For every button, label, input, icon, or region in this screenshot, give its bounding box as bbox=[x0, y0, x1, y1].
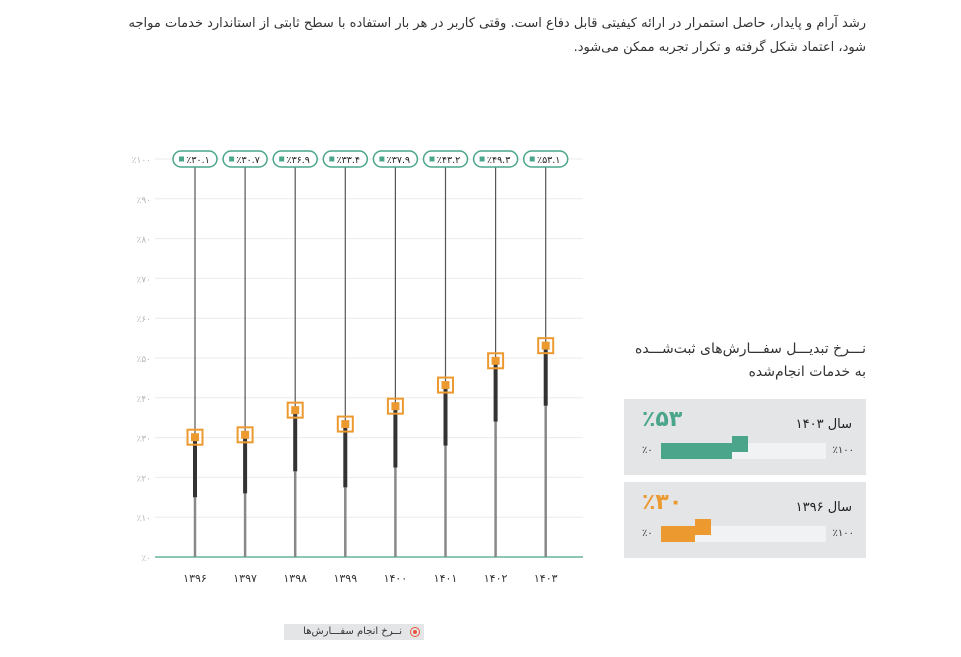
card-min: ٪۰ bbox=[642, 528, 653, 539]
progress-bar bbox=[661, 436, 826, 459]
x-tick-label: ۱۴۰۰ bbox=[384, 572, 408, 585]
stat-card-1396: سال ۱۳۹۶ ٪۳۰ ٪۰ ٪۱۰۰ bbox=[624, 482, 866, 558]
value-label-marker bbox=[229, 156, 235, 162]
y-tick-label: ٪۱۰ bbox=[136, 514, 151, 524]
chart: ٪۰ ٪۱۰ ٪۲۰ ٪۳۰ ٪۴۰ ٪۵۰ ٪۶۰ ٪۷۰ ٪۸۰ ٪۹۰ ٪۱۰۰ ٪۳۰.۱ ۱۳… bbox=[132, 150, 583, 585]
data-point bbox=[441, 381, 450, 390]
value-label: ٪۳۷.۹ bbox=[387, 155, 410, 166]
data-point bbox=[191, 433, 199, 442]
value-label: ٪۴۳.۲ bbox=[437, 155, 460, 166]
value-label: ٪۴۹.۳ bbox=[487, 155, 510, 166]
value-label: ٪۵۳.۱ bbox=[537, 155, 560, 166]
card-value: ٪۵۳ bbox=[642, 407, 683, 432]
value-label-marker bbox=[329, 156, 335, 162]
progress-bar bbox=[661, 519, 826, 542]
x-tick-label: ۱۴۰۳ bbox=[534, 572, 558, 585]
card-value: ٪۳۰ bbox=[642, 490, 683, 515]
progress-marker bbox=[732, 436, 749, 452]
stat-card-1403: سال ۱۴۰۳ ٪۵۳ ٪۰ ٪۱۰۰ bbox=[624, 399, 866, 475]
data-point bbox=[291, 406, 300, 415]
data-point-frame bbox=[186, 428, 204, 446]
value-label-pill bbox=[422, 150, 469, 168]
legend-marker-icon bbox=[410, 627, 420, 637]
data-point bbox=[391, 402, 400, 411]
y-tick-label: ٪۹۰ bbox=[136, 196, 151, 206]
card-max: ٪۱۰۰ bbox=[832, 445, 854, 456]
x-tick-label: ۱۳۹۹ bbox=[333, 572, 357, 585]
data-point bbox=[341, 420, 350, 429]
card-max: ٪۱۰۰ bbox=[832, 528, 854, 539]
data-point-frame bbox=[236, 426, 254, 444]
value-label-pill bbox=[372, 150, 419, 168]
value-label-pill bbox=[472, 150, 519, 168]
card-year: سال ۱۴۰۳ bbox=[795, 417, 852, 432]
y-tick-label: ٪۱۰۰ bbox=[132, 156, 151, 166]
progress-fill bbox=[661, 526, 695, 542]
data-point bbox=[241, 430, 250, 439]
value-label-pill bbox=[522, 150, 569, 168]
y-tick-label: ٪۰ bbox=[141, 554, 151, 564]
progress-fill bbox=[661, 443, 733, 459]
value-label-marker bbox=[479, 156, 485, 162]
legend-label: نــرخ انجام سفـــارش‌ها bbox=[303, 626, 402, 637]
data-point-frame bbox=[386, 397, 404, 415]
data-point-frame bbox=[336, 415, 354, 433]
y-tick-label: ٪۲۰ bbox=[136, 474, 151, 484]
legend-item[interactable]: نــرخ انجام سفـــارش‌ها bbox=[284, 624, 424, 640]
value-label-pill bbox=[172, 150, 218, 168]
x-tick-label: ۱۴۰۱ bbox=[434, 572, 458, 585]
y-tick-label: ٪۳۰ bbox=[136, 435, 151, 445]
data-point bbox=[541, 341, 550, 350]
x-tick-label: ۱۴۰۲ bbox=[484, 572, 508, 585]
x-tick-label: ۱۳۹۶ bbox=[183, 572, 207, 585]
card-year: سال ۱۳۹۶ bbox=[795, 500, 852, 515]
data-point-frame bbox=[286, 401, 304, 419]
y-tick-label: ٪۴۰ bbox=[136, 395, 151, 405]
y-tick-label: ٪۷۰ bbox=[136, 275, 151, 285]
x-tick-label: ۱۳۹۷ bbox=[233, 572, 257, 585]
intro-paragraph: رشد آرام و پایدار، حاصل استمرار در ارائه… bbox=[128, 16, 866, 55]
value-label-marker bbox=[429, 156, 435, 162]
y-tick-label: ٪۵۰ bbox=[136, 355, 151, 365]
data-point-frame bbox=[537, 337, 555, 355]
value-label-marker bbox=[379, 156, 385, 162]
y-tick-label: ٪۸۰ bbox=[136, 236, 151, 246]
data-point-frame bbox=[487, 352, 505, 370]
value-label: ٪۳۰.۷ bbox=[236, 155, 259, 166]
value-label: ٪۳۳.۴ bbox=[337, 155, 360, 166]
value-label-marker bbox=[179, 156, 184, 162]
value-label-marker bbox=[529, 156, 535, 162]
value-label-pill bbox=[272, 150, 318, 168]
value-label: ٪۳۶.۹ bbox=[286, 155, 309, 166]
card-min: ٪۰ bbox=[642, 445, 653, 456]
side-title: نـــرخ تبدیـــل سفـــارش‌های ثبت‌شـــده … bbox=[634, 341, 866, 380]
y-tick-label: ٪۶۰ bbox=[136, 315, 151, 325]
progress-marker bbox=[694, 519, 711, 535]
x-tick-label: ۱۳۹۸ bbox=[283, 572, 307, 585]
value-label: ٪۳۰.۱ bbox=[186, 155, 209, 166]
data-point-frame bbox=[437, 376, 454, 394]
value-label-pill bbox=[322, 150, 369, 168]
value-label-pill bbox=[222, 150, 268, 168]
data-point bbox=[491, 356, 500, 365]
value-label-marker bbox=[279, 156, 285, 162]
